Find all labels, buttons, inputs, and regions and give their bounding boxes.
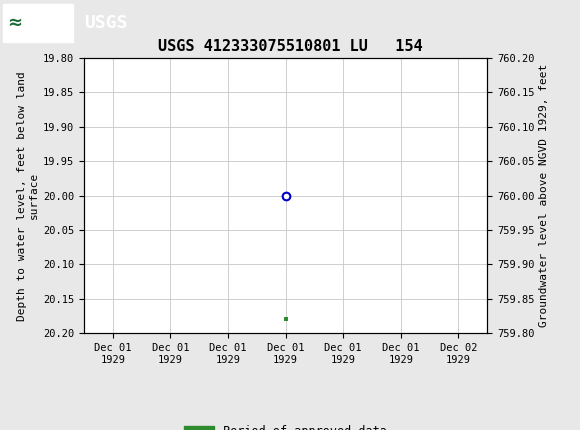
Y-axis label: Depth to water level, feet below land
surface: Depth to water level, feet below land su… xyxy=(17,71,39,320)
Y-axis label: Groundwater level above NGVD 1929, feet: Groundwater level above NGVD 1929, feet xyxy=(539,64,549,327)
FancyBboxPatch shape xyxy=(3,3,72,42)
Text: USGS: USGS xyxy=(84,14,128,31)
Text: USGS 412333075510801 LU   154: USGS 412333075510801 LU 154 xyxy=(158,39,422,54)
Legend: Period of approved data: Period of approved data xyxy=(180,421,392,430)
Text: ≈: ≈ xyxy=(8,14,23,31)
